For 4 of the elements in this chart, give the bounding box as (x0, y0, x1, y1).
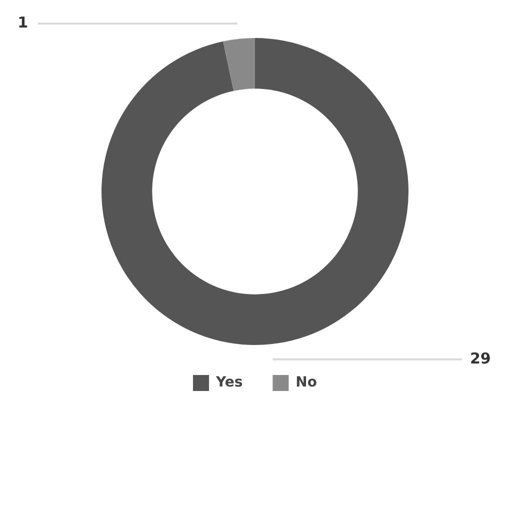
data-label: 1 (18, 13, 28, 32)
legend-label: No (296, 374, 318, 391)
legend-label: Yes (214, 374, 243, 391)
data-label: 29 (470, 349, 491, 368)
